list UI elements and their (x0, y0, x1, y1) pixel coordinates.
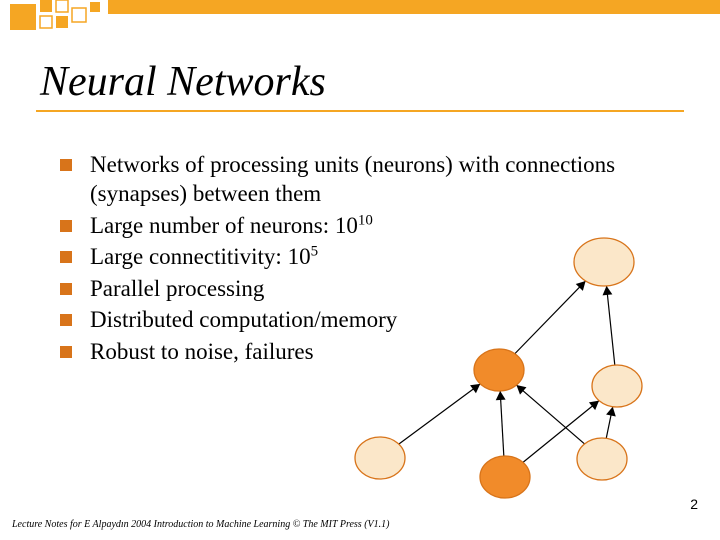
bullet-text: Robust to noise, failures (90, 337, 620, 366)
bullet-list: Networks of processing units (neurons) w… (60, 150, 620, 368)
bullet-text: Large number of neurons: 1010 (90, 211, 620, 240)
bullet-item: Networks of processing units (neurons) w… (60, 150, 620, 209)
top-decoration (0, 0, 720, 44)
diagram-node (592, 365, 642, 407)
bullet-marker-icon (60, 251, 72, 263)
bullet-marker-icon (60, 159, 72, 171)
footer-citation: Lecture Notes for E Alpaydın 2004 Introd… (12, 519, 389, 530)
bullet-item: Robust to noise, failures (60, 337, 620, 366)
bullet-item: Distributed computation/memory (60, 305, 620, 334)
diagram-node (355, 437, 405, 479)
bullet-marker-icon (60, 346, 72, 358)
bullet-text: Distributed computation/memory (90, 305, 620, 334)
diagram-node (480, 456, 530, 498)
title-underline (36, 110, 684, 112)
diagram-node (577, 438, 627, 480)
bullet-text: Networks of processing units (neurons) w… (90, 150, 620, 209)
bullet-marker-icon (60, 220, 72, 232)
slide-title: Neural Networks (40, 58, 326, 106)
page-number: 2 (690, 496, 698, 512)
bullet-item: Parallel processing (60, 274, 620, 303)
bullet-item: Large connectitivity: 105 (60, 242, 620, 271)
bullet-marker-icon (60, 283, 72, 295)
bullet-text: Parallel processing (90, 274, 620, 303)
bullet-text: Large connectitivity: 105 (90, 242, 620, 271)
bullet-item: Large number of neurons: 1010 (60, 211, 620, 240)
bullet-marker-icon (60, 314, 72, 326)
